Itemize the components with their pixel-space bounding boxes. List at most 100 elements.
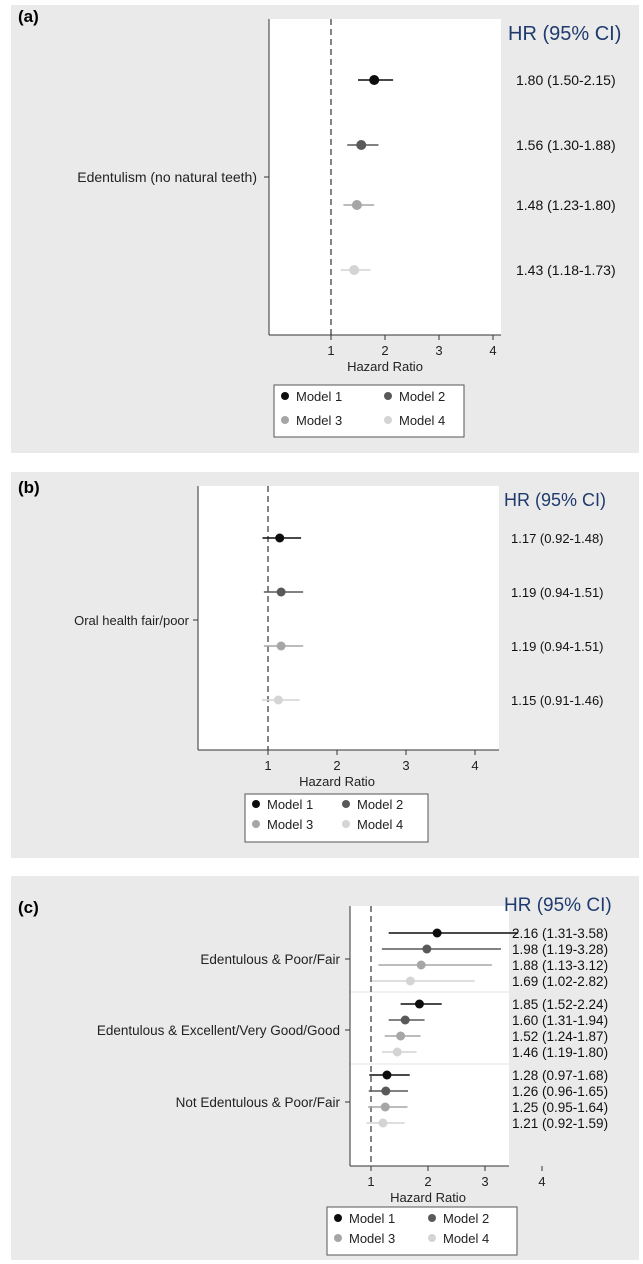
legend-marker (428, 1214, 436, 1222)
point-estimate (349, 265, 360, 275)
point-estimate (392, 1047, 402, 1057)
hr-ci-value: 1.19 (0.94-1.51) (511, 585, 604, 600)
x-tick-label: 4 (489, 343, 496, 358)
legend-label: Model 1 (296, 389, 342, 404)
panel-a: (a) 1 2 3 4 Hazard Ratio HR (95% CI) Edentulis… (11, 5, 639, 453)
point-estimate (276, 587, 286, 597)
x-tick-label: 1 (367, 1174, 374, 1189)
point-estimate (382, 1070, 392, 1080)
x-tick-label: 3 (402, 758, 409, 773)
hr-ci-value: 1.19 (0.94-1.51) (511, 639, 604, 654)
legend-marker (384, 392, 392, 400)
point-estimate (273, 695, 283, 705)
point-estimate (378, 1118, 388, 1128)
hr-ci-value: 1.80 (1.50-2.15) (516, 72, 616, 88)
legend-marker (334, 1214, 342, 1222)
hr-ci-header: HR (95% CI) (508, 23, 621, 45)
legend-marker (384, 416, 392, 424)
x-tick-label: 3 (481, 1174, 488, 1189)
forest-plot-a: 1 2 3 4 Hazard Ratio HR (95% CI) Edentulism (n… (77, 19, 621, 438)
group-label: Edentulous & Poor/Fair (200, 952, 340, 967)
plot-area (269, 19, 501, 335)
x-tick-label: 4 (471, 758, 478, 773)
point-estimate (416, 960, 426, 970)
hr-ci-value: 1.52 (1.24-1.87) (512, 1029, 608, 1044)
legend-label: Model 4 (357, 817, 403, 832)
hr-ci-value: 1.21 (0.92-1.59) (512, 1116, 608, 1131)
legend-marker (428, 1234, 436, 1242)
panel-c: (c) 1 2 3 4 Hazard Ratio HR (95% CI) Edentulou… (11, 876, 639, 1260)
hr-ci-value: 1.28 (0.97-1.68) (512, 1068, 608, 1083)
hr-ci-value: 1.43 (1.18-1.73) (516, 262, 616, 278)
legend-label: Model 3 (296, 413, 342, 428)
legend-box (244, 793, 429, 843)
point-estimate (396, 1031, 406, 1041)
point-estimate (422, 944, 432, 954)
panel-label: (c) (18, 898, 39, 917)
legend-label: Model 3 (267, 817, 313, 832)
x-axis-label: Hazard Ratio (299, 774, 375, 789)
legend-marker (342, 800, 350, 808)
legend-label: Model 2 (357, 797, 403, 812)
x-tick-label: 4 (538, 1174, 545, 1189)
legend-marker (342, 820, 350, 828)
legend-marker (334, 1234, 342, 1242)
point-estimate (276, 641, 286, 651)
x-tick-label: 2 (333, 758, 340, 773)
plot-area (198, 486, 499, 750)
legend-marker (281, 392, 289, 400)
point-estimate (380, 1102, 390, 1112)
hr-ci-value: 1.88 (1.13-3.12) (512, 958, 608, 973)
group-label: Edentulism (no natural teeth) (77, 169, 257, 185)
legend-marker (252, 820, 260, 828)
legend-marker (281, 416, 289, 424)
plot-area (350, 906, 509, 1166)
panel-b: (b) 1 2 3 4 Hazard Ratio HR (95% CI) Oral heal… (11, 472, 639, 858)
point-estimate (356, 140, 367, 150)
legend-label: Model 3 (349, 1231, 395, 1246)
panel-label: (a) (18, 7, 39, 26)
hr-ci-value: 2.16 (1.31-3.58) (512, 926, 608, 941)
hr-ci-header: HR (95% CI) (504, 895, 612, 916)
hr-ci-value: 1.17 (0.92-1.48) (511, 531, 604, 546)
hr-ci-value: 1.85 (1.52-2.24) (512, 997, 608, 1012)
hr-ci-header: HR (95% CI) (504, 490, 606, 510)
forest-plot-b: 1 2 3 4 Hazard Ratio HR (95% CI) Oral health f… (74, 486, 606, 843)
point-estimate (369, 75, 380, 85)
panel-label: (b) (18, 478, 40, 497)
point-estimate (275, 533, 285, 543)
hr-ci-value: 1.48 (1.23-1.80) (516, 197, 616, 213)
legend-label: Model 1 (267, 797, 313, 812)
x-tick-label: 1 (327, 343, 334, 358)
legend-label: Model 1 (349, 1211, 395, 1226)
legend-label: Model 2 (443, 1211, 489, 1226)
x-tick-label: 3 (435, 343, 442, 358)
x-axis-label: Hazard Ratio (390, 1190, 466, 1205)
hr-ci-value: 1.46 (1.19-1.80) (512, 1045, 608, 1060)
hr-ci-value: 1.26 (0.96-1.65) (512, 1084, 608, 1099)
legend-marker (252, 800, 260, 808)
group-label: Oral health fair/poor (74, 613, 190, 628)
point-estimate (432, 928, 442, 938)
point-estimate (381, 1086, 391, 1096)
point-estimate (351, 200, 362, 210)
point-estimate (405, 976, 415, 986)
x-tick-label: 1 (264, 758, 271, 773)
hr-ci-value: 1.25 (0.95-1.64) (512, 1100, 608, 1115)
forest-plot-c: 1 2 3 4 Hazard Ratio HR (95% CI) Edentulous & … (97, 895, 612, 1256)
hr-ci-value: 1.15 (0.91-1.46) (511, 693, 604, 708)
legend-box (273, 384, 465, 438)
legend-label: Model 4 (399, 413, 445, 428)
hr-ci-value: 1.69 (1.02-2.82) (512, 974, 608, 989)
legend-box (326, 1206, 518, 1256)
hr-ci-value: 1.98 (1.19-3.28) (512, 942, 608, 957)
hr-ci-value: 1.56 (1.30-1.88) (516, 137, 616, 153)
group-label: Edentulous & Excellent/Very Good/Good (97, 1023, 340, 1038)
x-tick-label: 2 (381, 343, 388, 358)
point-estimate (400, 1015, 410, 1025)
legend-label: Model 2 (399, 389, 445, 404)
hr-ci-value: 1.60 (1.31-1.94) (512, 1013, 608, 1028)
group-label: Not Edentulous & Poor/Fair (176, 1095, 341, 1110)
x-axis-label: Hazard Ratio (347, 359, 423, 374)
